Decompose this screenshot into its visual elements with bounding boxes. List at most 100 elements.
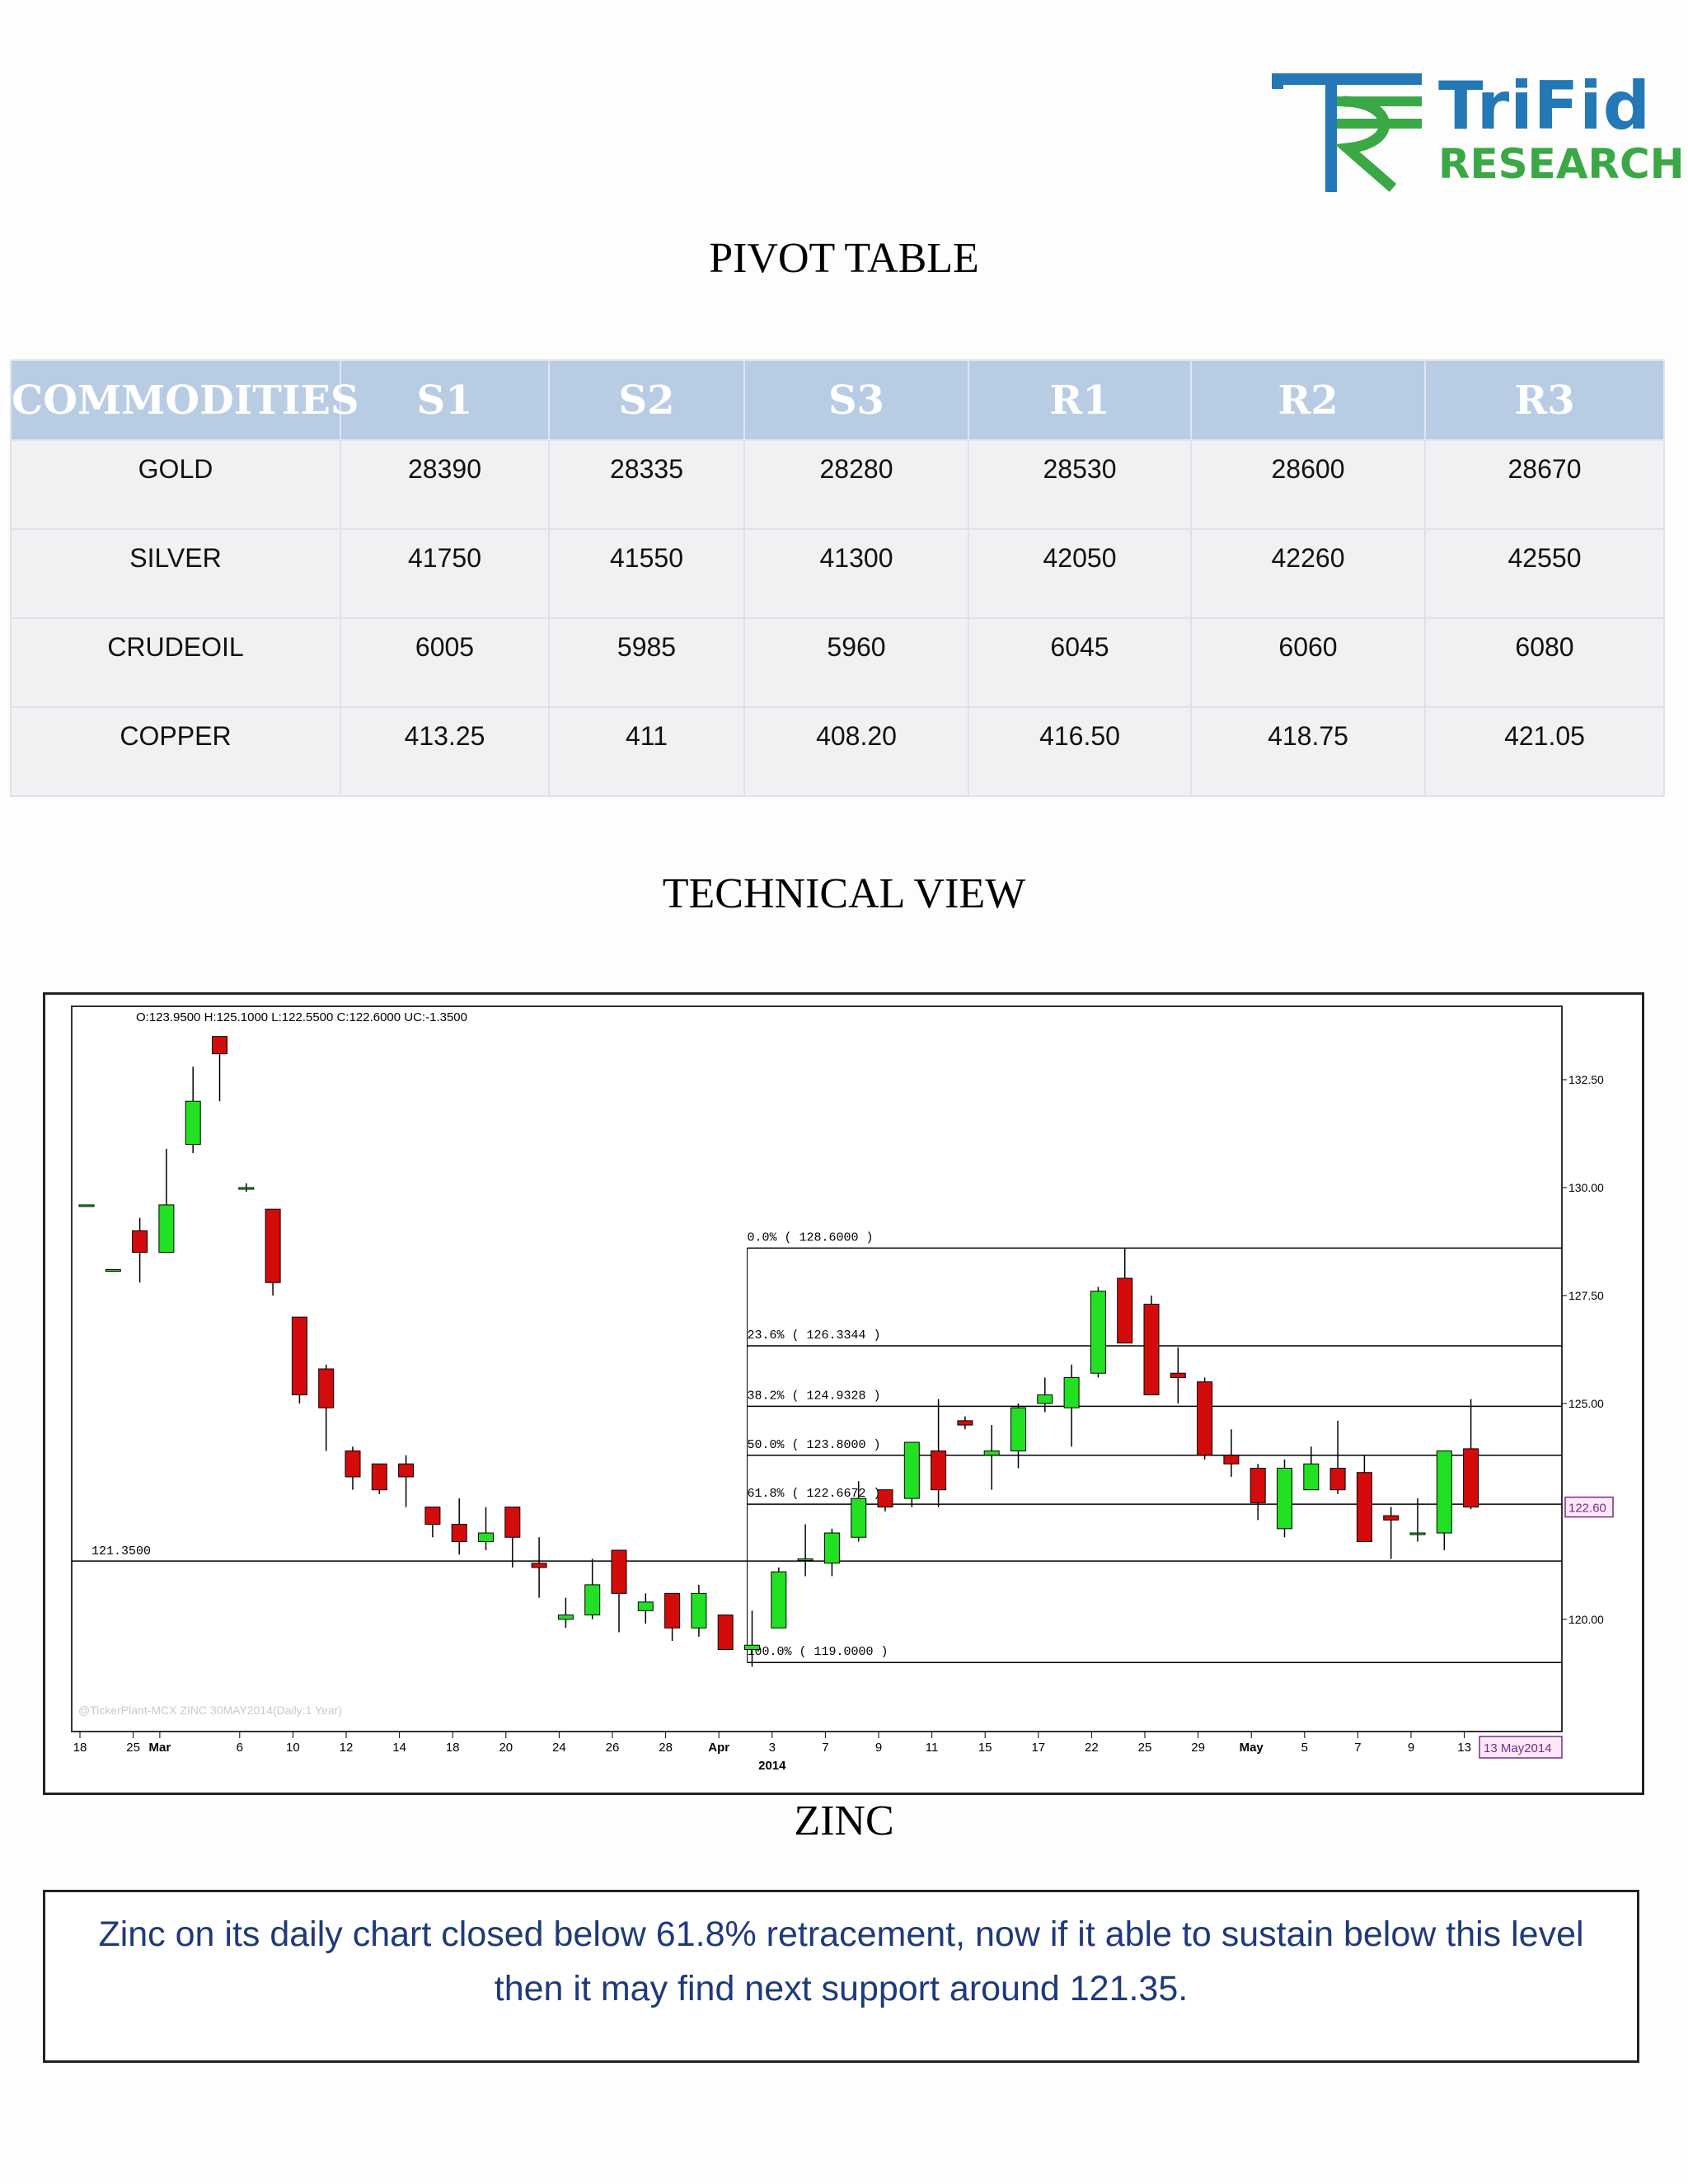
candle-body (238, 1187, 255, 1190)
year-label: 2014 (758, 1759, 786, 1773)
candle-body (105, 1269, 121, 1272)
table-cell: 28335 (548, 439, 745, 530)
candle-body (611, 1549, 627, 1594)
table-cell: 6045 (968, 617, 1192, 708)
candle-body (1463, 1448, 1479, 1508)
candle-body (1037, 1394, 1053, 1404)
candle-body (664, 1592, 681, 1629)
commodity-name: SILVER (10, 528, 341, 619)
candle (318, 1364, 335, 1451)
candle (1197, 1377, 1213, 1460)
candle-body (531, 1563, 547, 1568)
y-tick-label: 132.50 (1568, 1073, 1604, 1086)
candle (212, 1036, 227, 1102)
candle (744, 1610, 760, 1667)
candle (1143, 1295, 1160, 1395)
table-row: SILVER 41750 41550 41300 42050 42260 425… (10, 528, 1665, 619)
candle-body (1329, 1467, 1346, 1491)
candle (371, 1463, 387, 1494)
candle (504, 1507, 521, 1568)
candle (185, 1066, 201, 1154)
zinc-candlestick-chart: 121.3500 0.0% ( 128.6000 ) 23.6% ( 126.33… (43, 992, 1644, 1795)
candle (132, 1217, 148, 1283)
candle-body (1277, 1467, 1292, 1530)
x-tick-label: 18 (446, 1741, 460, 1755)
table-cell: 41300 (743, 528, 969, 619)
candle (1383, 1507, 1400, 1559)
candle-body (1303, 1463, 1320, 1491)
x-tick-label: 24 (552, 1741, 566, 1755)
x-tick-label: 25 (1138, 1741, 1152, 1755)
table-cell: 418.75 (1190, 706, 1426, 797)
fib-level-label: 0.0% ( 128.6000 ) (748, 1230, 874, 1244)
table-cell: 6080 (1424, 617, 1665, 708)
candle (238, 1183, 255, 1193)
table-cell: 41750 (340, 528, 550, 619)
candle (664, 1592, 681, 1641)
candle (931, 1399, 947, 1507)
x-tick-label: 9 (875, 1741, 882, 1755)
y-tick-label: 125.00 (1568, 1397, 1604, 1410)
x-tick-label: 10 (286, 1741, 300, 1755)
candle-body (1250, 1467, 1266, 1503)
table-cell: 42550 (1424, 528, 1665, 619)
pivot-table: COMMODITIES S1 S2 S3 R1 R2 R3 GOLD 28390… (10, 359, 1665, 797)
candle-body (1197, 1381, 1213, 1456)
candle (584, 1558, 601, 1619)
x-tick-label: 11 (926, 1741, 939, 1755)
candle-body (291, 1316, 307, 1395)
commodity-name: CRUDEOIL (10, 617, 341, 708)
candle (823, 1528, 840, 1577)
x-tick-label: Apr (708, 1741, 729, 1755)
x-tick-label: Mar (149, 1741, 171, 1755)
pivot-header-row: COMMODITIES S1 S2 S3 R1 R2 R3 (10, 359, 1665, 441)
x-tick-label: 6 (237, 1741, 243, 1755)
table-cell: 5985 (548, 617, 745, 708)
table-cell: 416.50 (968, 706, 1192, 797)
x-tick-label: 25 (126, 1741, 140, 1755)
brand-name: TriFid (1438, 68, 1651, 144)
candle-body (371, 1463, 387, 1491)
candle-body (345, 1451, 361, 1478)
table-cell: 42260 (1190, 528, 1426, 619)
candle-body (158, 1204, 175, 1254)
candle-body (957, 1420, 973, 1426)
candle-body (478, 1532, 494, 1543)
table-cell: 408.20 (743, 706, 969, 797)
table-cell: 28600 (1190, 439, 1426, 530)
candle (398, 1455, 415, 1507)
x-tick-label: 7 (1354, 1741, 1361, 1755)
table-cell: 28390 (340, 439, 550, 530)
candle (1277, 1460, 1292, 1538)
fib-level-label: 38.2% ( 124.9328 ) (748, 1389, 881, 1403)
candle-body (212, 1036, 227, 1055)
x-tick-label: 18 (73, 1741, 87, 1755)
header-r1: R1 (968, 359, 1192, 441)
candle (1409, 1498, 1426, 1542)
technical-view-title: TECHNICAL VIEW (662, 870, 1026, 917)
x-tick-label: 29 (1191, 1741, 1205, 1755)
header-s3: S3 (743, 359, 969, 441)
ohlc-readout: O:123.9500 H:125.1000 L:122.5500 C:122.6… (136, 1010, 467, 1024)
header-s1: S1 (340, 359, 550, 441)
candle (1063, 1364, 1080, 1447)
candle-body (983, 1451, 1000, 1456)
commentary-box: Zinc on its daily chart closed below 61.… (43, 1890, 1639, 2063)
x-tick-label: 22 (1085, 1741, 1099, 1755)
candle-body (1117, 1277, 1133, 1344)
candle-body (823, 1532, 840, 1564)
fib-level-label: 50.0% ( 123.8000 ) (748, 1438, 881, 1452)
candle (1436, 1451, 1452, 1550)
last-price-label: 122.60 (1568, 1502, 1606, 1516)
candle-body (1143, 1303, 1160, 1395)
x-tick-label: 5 (1301, 1741, 1308, 1755)
candle-body (903, 1441, 920, 1499)
candle-body (78, 1204, 95, 1207)
candle (1303, 1446, 1320, 1491)
x-tick-label: 20 (499, 1741, 513, 1755)
candle-body (318, 1368, 335, 1408)
candle (983, 1425, 1000, 1490)
table-cell: 42050 (968, 528, 1192, 619)
candle-body (877, 1489, 893, 1508)
candle-body (1090, 1291, 1106, 1374)
